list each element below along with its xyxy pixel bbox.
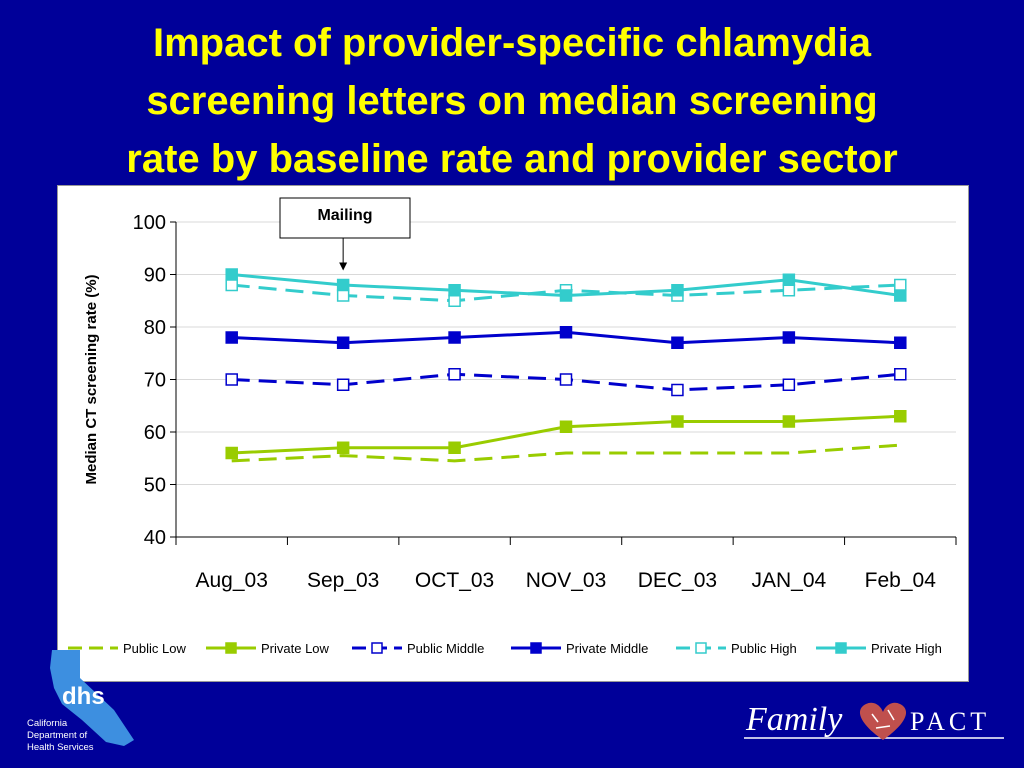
x-tick-label: Aug_03 bbox=[196, 569, 268, 592]
legend-label: Public Low bbox=[123, 641, 186, 656]
legend-swatch-marker bbox=[835, 642, 847, 654]
california-shape-icon bbox=[50, 650, 134, 746]
legend-item: Private Middle bbox=[511, 641, 648, 656]
dhs-line-2: Department of bbox=[27, 730, 88, 741]
dhs-abbrev: dhs bbox=[62, 683, 105, 710]
legend-swatch-marker bbox=[695, 642, 707, 654]
data-point bbox=[448, 331, 461, 344]
data-point bbox=[336, 378, 350, 391]
line-chart: 40 50 60 70 80 90 100 Aug_03 Sep_03 OCT_03 NOV_03 D… bbox=[68, 197, 957, 656]
data-point bbox=[225, 446, 238, 460]
legend-label: Private Low bbox=[261, 641, 330, 656]
dhs-line-3: Health Services bbox=[27, 742, 94, 753]
family-text: Family bbox=[746, 701, 843, 738]
series-private-middle bbox=[225, 326, 907, 349]
data-point bbox=[336, 336, 350, 349]
x-tick-label: NOV_03 bbox=[526, 569, 607, 592]
x-tick-label: Feb_04 bbox=[865, 569, 937, 592]
data-point bbox=[894, 336, 907, 349]
legend-label: Public High bbox=[731, 641, 797, 656]
data-point bbox=[559, 326, 573, 339]
y-axis-title: Median CT screening rate (%) bbox=[83, 274, 100, 484]
data-point bbox=[782, 331, 796, 344]
title-line-3: rate by baseline rate and provider secto… bbox=[126, 137, 898, 181]
series-private-high bbox=[225, 268, 907, 302]
data-point bbox=[671, 284, 684, 297]
data-point bbox=[559, 289, 573, 302]
data-point bbox=[336, 278, 350, 292]
y-tick-label: 40 bbox=[144, 527, 166, 549]
data-point bbox=[782, 273, 796, 286]
series-line bbox=[231, 443, 901, 463]
data-point bbox=[894, 289, 907, 302]
data-point bbox=[448, 284, 461, 297]
data-point bbox=[336, 441, 350, 454]
legend-label: Private Middle bbox=[566, 641, 648, 656]
chart-panel: 40 50 60 70 80 90 100 Aug_03 Sep_03 OCT_03 NOV_03 D… bbox=[57, 185, 969, 682]
annotation-arrowhead bbox=[339, 262, 348, 271]
x-tick-label: Sep_03 bbox=[307, 569, 379, 592]
legend-swatch-marker bbox=[225, 642, 237, 654]
legend-item: Private Low bbox=[206, 641, 330, 656]
legend-label: Public Middle bbox=[407, 641, 484, 656]
y-tick-label: 50 bbox=[144, 475, 166, 497]
data-point bbox=[336, 289, 350, 302]
title-line-2: screening letters on median screening bbox=[146, 79, 878, 123]
data-point bbox=[448, 294, 461, 307]
y-tick-label: 60 bbox=[144, 422, 166, 444]
series-public-middle bbox=[225, 368, 907, 397]
data-point bbox=[448, 441, 461, 454]
data-point bbox=[559, 420, 573, 433]
data-point bbox=[225, 373, 238, 386]
y-tick-label: 90 bbox=[144, 265, 166, 287]
series-public-low bbox=[231, 443, 901, 463]
data-point bbox=[448, 368, 461, 381]
y-tick-label: 70 bbox=[144, 370, 166, 392]
y-tick-label: 80 bbox=[144, 317, 166, 339]
heart-icon bbox=[859, 702, 907, 740]
data-point bbox=[782, 415, 796, 428]
x-tick-label: JAN_04 bbox=[751, 569, 826, 592]
data-point bbox=[782, 284, 796, 297]
x-tick-label: OCT_03 bbox=[415, 569, 494, 592]
legend-swatch-marker bbox=[371, 642, 383, 654]
family-pact-logo bbox=[744, 702, 1004, 740]
data-point bbox=[894, 368, 907, 381]
legend-swatch-marker bbox=[530, 642, 542, 654]
data-point bbox=[559, 373, 573, 386]
y-tick-label: 100 bbox=[133, 212, 166, 234]
data-point bbox=[225, 278, 238, 292]
dhs-line-1: California bbox=[27, 718, 68, 729]
x-tick-label: DEC_03 bbox=[638, 569, 717, 592]
dhs-name: California Department of Health Services bbox=[27, 718, 94, 754]
legend-item: Public High bbox=[676, 641, 797, 656]
series-private-low bbox=[225, 410, 907, 460]
data-point bbox=[894, 278, 907, 292]
legend-item: Public Middle bbox=[352, 641, 484, 656]
legend-item: Private High bbox=[816, 641, 942, 656]
annotation-label: Mailing bbox=[317, 207, 372, 224]
slide-title: Impact of provider-specific chlamydia sc… bbox=[0, 14, 1024, 188]
data-point bbox=[782, 378, 796, 391]
legend-label: Private High bbox=[871, 641, 942, 656]
data-point bbox=[671, 415, 684, 428]
dhs-logo: dhs bbox=[50, 650, 134, 746]
annotation-box bbox=[279, 197, 411, 239]
title-line-1: Impact of provider-specific chlamydia bbox=[153, 21, 871, 65]
data-point bbox=[671, 336, 684, 349]
legend-item: Public Low bbox=[68, 641, 186, 656]
data-point bbox=[225, 331, 238, 344]
pact-text: PACT bbox=[910, 707, 991, 736]
data-point bbox=[225, 268, 238, 281]
data-point bbox=[894, 410, 907, 423]
data-point bbox=[671, 383, 684, 397]
